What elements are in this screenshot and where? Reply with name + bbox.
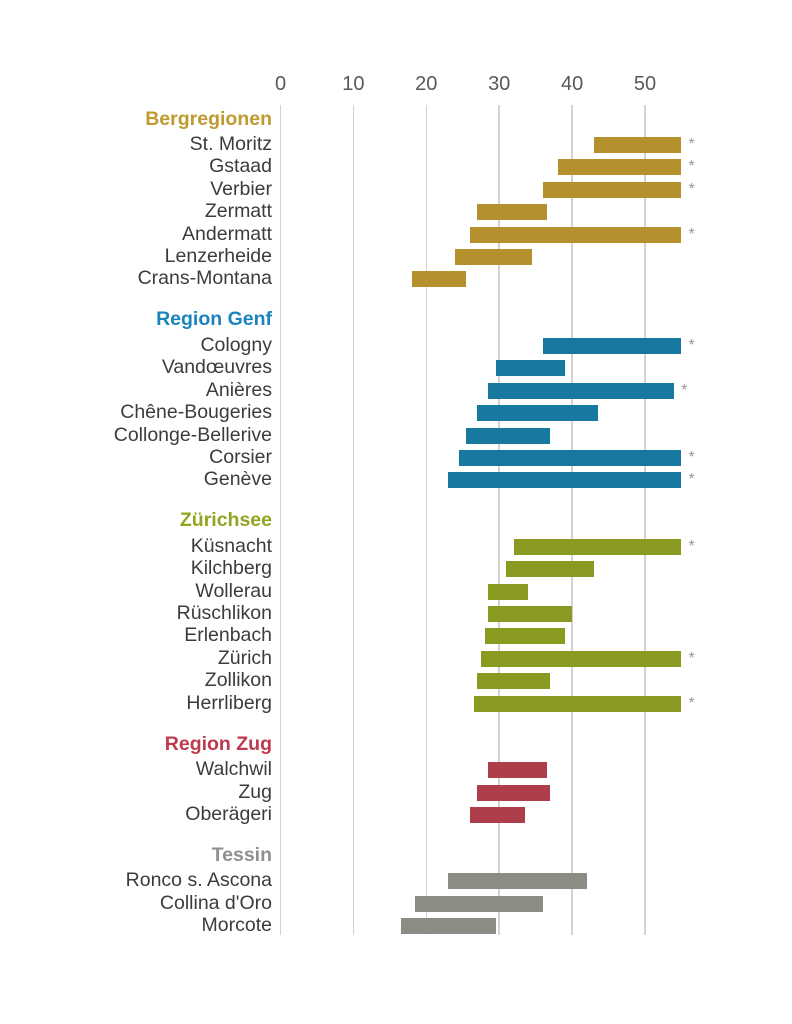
row-label-walchwil: Walchwil bbox=[195, 758, 272, 781]
range-bar-k-snacht bbox=[513, 538, 682, 555]
row-label-herrliberg: Herrliberg bbox=[186, 691, 272, 714]
range-bar-erlenbach bbox=[484, 628, 565, 645]
range-bar-ronco-s-ascona bbox=[448, 873, 587, 890]
range-bar-wollerau bbox=[488, 583, 529, 600]
range-bar-ani-res bbox=[488, 382, 675, 399]
capped-asterisk-marker: * bbox=[688, 694, 695, 712]
range-bar-herrliberg bbox=[473, 695, 682, 712]
range-bar-collina-d-oro bbox=[415, 895, 543, 912]
group-header-region-zug: Region Zug bbox=[164, 732, 272, 755]
range-bar-zollikon bbox=[477, 673, 551, 690]
range-bar-verbier bbox=[542, 181, 682, 198]
row-label-ober-geri: Oberägeri bbox=[185, 802, 272, 825]
row-label-verbier: Verbier bbox=[210, 177, 272, 200]
range-bar-gstaad bbox=[557, 159, 682, 176]
row-label-st-moritz: St. Moritz bbox=[189, 133, 272, 155]
range-bar-walchwil bbox=[488, 762, 547, 779]
capped-asterisk-marker: * bbox=[688, 180, 695, 198]
capped-asterisk-marker: * bbox=[688, 649, 695, 667]
row-label-ch-ne-bougeries: Chêne-Bougeries bbox=[120, 401, 272, 424]
row-label-ronco-s-ascona: Ronco s. Ascona bbox=[125, 869, 272, 892]
row-label-zermatt: Zermatt bbox=[204, 200, 272, 223]
gridline bbox=[279, 105, 282, 935]
row-label-cologny: Cologny bbox=[200, 333, 272, 356]
x-axis-tick-label: 30 bbox=[488, 73, 511, 95]
row-label-zollikon: Zollikon bbox=[204, 669, 272, 692]
row-label-collonge-bellerive: Collonge-Bellerive bbox=[113, 423, 272, 446]
row-label-wollerau: Wollerau bbox=[195, 579, 272, 602]
range-bar-vand-uvres bbox=[495, 360, 565, 377]
row-label-vand-uvres: Vandœuvres bbox=[161, 356, 272, 379]
capped-asterisk-marker: * bbox=[688, 225, 695, 243]
x-axis-tick-label: 0 bbox=[274, 73, 287, 95]
gridline bbox=[571, 105, 573, 935]
range-bar-r-schlikon bbox=[488, 606, 573, 622]
row-label-kilchberg: Kilchberg bbox=[190, 557, 272, 580]
row-label-k-snacht: Küsnacht bbox=[190, 534, 272, 557]
row-label-zug: Zug bbox=[238, 780, 272, 803]
range-bar-zug bbox=[477, 784, 551, 801]
row-label-andermatt: Andermatt bbox=[182, 222, 272, 245]
capped-asterisk-marker: * bbox=[688, 336, 695, 354]
gridline bbox=[425, 105, 428, 935]
row-label-morcote: Morcote bbox=[201, 914, 272, 937]
capped-asterisk-marker: * bbox=[688, 537, 695, 555]
range-bar-lenzerheide bbox=[455, 249, 532, 265]
row-label-crans-montana: Crans-Montana bbox=[137, 267, 272, 290]
x-axis-tick-label: 50 bbox=[633, 73, 657, 95]
row-label-gstaad: Gstaad bbox=[209, 155, 272, 178]
group-header-z-richsee: Zürichsee bbox=[179, 509, 272, 532]
group-header-region-genf: Region Genf bbox=[156, 308, 272, 331]
capped-asterisk-marker: * bbox=[688, 158, 695, 176]
x-axis-tick-label: 20 bbox=[415, 73, 438, 95]
capped-asterisk-marker: * bbox=[688, 136, 695, 153]
row-label-gen-ve: Genève bbox=[203, 468, 272, 491]
x-axis-tick-label: 40 bbox=[560, 73, 584, 95]
range-bar-andermatt bbox=[470, 226, 682, 243]
row-label-collina-d-oro: Collina d'Oro bbox=[159, 891, 272, 914]
gridline bbox=[644, 105, 646, 935]
range-bar-zermatt bbox=[477, 204, 547, 221]
gridline bbox=[498, 105, 500, 935]
row-label-ani-res: Anières bbox=[205, 378, 272, 401]
group-header-bergregionen: Bergregionen bbox=[145, 107, 272, 130]
range-bar-ober-geri bbox=[470, 806, 525, 823]
capped-asterisk-marker: * bbox=[681, 381, 688, 399]
range-bar-ch-ne-bougeries bbox=[477, 405, 598, 422]
range-bar-z-rich bbox=[480, 650, 682, 667]
row-label-corsier: Corsier bbox=[209, 445, 272, 468]
row-label-z-rich: Zürich bbox=[217, 646, 272, 669]
range-bar-cologny bbox=[542, 337, 682, 354]
gridline bbox=[352, 105, 355, 935]
range-bar-morcote bbox=[400, 918, 496, 935]
range-bar-kilchberg bbox=[506, 561, 594, 578]
range-bar-gen-ve bbox=[448, 472, 682, 489]
range-bar-crans-montana bbox=[411, 271, 467, 288]
row-label-erlenbach: Erlenbach bbox=[184, 624, 272, 647]
row-label-lenzerheide: Lenzerheide bbox=[164, 245, 272, 267]
group-header-tessin: Tessin bbox=[211, 843, 272, 866]
range-bar-collonge-bellerive bbox=[466, 427, 551, 444]
capped-asterisk-marker: * bbox=[688, 448, 695, 466]
range-bar-corsier bbox=[459, 449, 682, 466]
range-bar-st-moritz bbox=[593, 137, 682, 153]
capped-asterisk-marker: * bbox=[688, 471, 695, 489]
row-label-r-schlikon: Rüschlikon bbox=[176, 602, 272, 624]
x-axis-tick-label: 10 bbox=[342, 73, 365, 95]
